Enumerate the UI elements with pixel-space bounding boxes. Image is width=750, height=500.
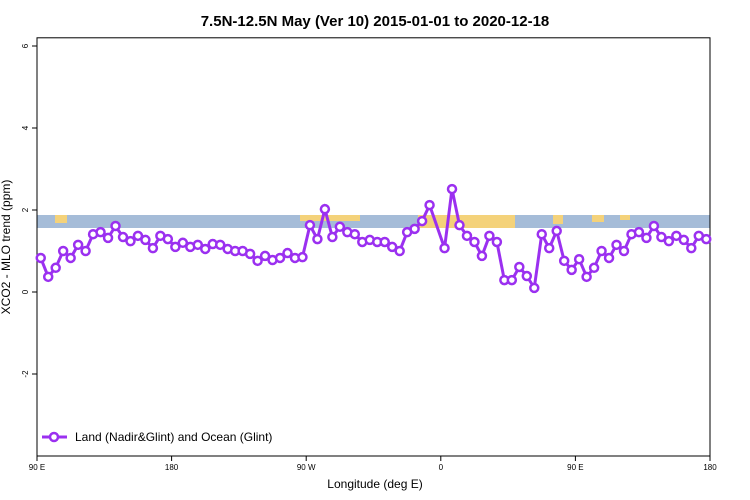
data-point — [424, 199, 435, 211]
data-point — [394, 245, 405, 257]
data-point — [379, 236, 390, 248]
data-point — [476, 250, 488, 262]
land-patch — [553, 215, 563, 224]
data-point — [491, 236, 503, 248]
data-point — [596, 245, 607, 257]
data-point — [327, 231, 338, 243]
data-point — [214, 239, 226, 251]
land-patch — [620, 215, 630, 220]
data-point — [200, 243, 211, 255]
data-point — [80, 245, 91, 257]
land-patch — [418, 215, 515, 228]
land-patch — [55, 215, 67, 223]
data-point — [50, 262, 61, 274]
data-point — [102, 232, 114, 244]
data-point — [678, 234, 690, 246]
data-point — [95, 226, 106, 238]
data-point — [469, 236, 480, 248]
data-point — [117, 231, 129, 243]
data-point — [641, 232, 652, 244]
data-point — [416, 215, 428, 227]
data-point — [588, 262, 600, 274]
data-point — [581, 271, 592, 283]
data-point — [663, 235, 675, 247]
map-band — [37, 215, 710, 228]
data-point — [259, 250, 271, 262]
x-tick-label: 90 E — [567, 463, 583, 472]
x-tick-label: 90 E — [29, 463, 45, 472]
data-point — [446, 183, 458, 195]
x-tick-label: 0 — [439, 463, 444, 472]
data-point — [147, 242, 159, 254]
data-point — [57, 245, 69, 257]
data-point — [35, 252, 46, 264]
data-point — [506, 274, 518, 286]
y-tick-label: 2 — [21, 207, 30, 212]
data-point — [543, 242, 555, 254]
data-point — [170, 241, 181, 253]
data-point — [603, 252, 615, 264]
data-point — [454, 219, 465, 231]
data-point — [132, 230, 144, 242]
data-point — [461, 230, 473, 242]
y-tick-label: 4 — [21, 125, 30, 130]
data-point — [72, 239, 84, 251]
data-point — [633, 226, 645, 238]
data-point — [618, 245, 630, 257]
data-point — [274, 252, 286, 264]
data-point — [140, 234, 151, 246]
legend-label: Land (Nadir&Glint) and Ocean (Glint) — [75, 430, 272, 444]
data-point — [439, 242, 450, 254]
data-point — [110, 220, 121, 232]
data-point — [529, 282, 540, 294]
legend-marker — [48, 431, 60, 443]
y-tick-label: -2 — [21, 370, 30, 378]
data-point — [573, 253, 585, 265]
data-point — [386, 241, 398, 253]
data-point — [65, 252, 76, 264]
ocean-band — [37, 215, 710, 228]
land-patch — [592, 215, 604, 222]
data-point — [558, 255, 570, 267]
data-point — [125, 235, 136, 247]
data-point — [521, 270, 533, 282]
data-point — [686, 242, 697, 254]
data-point — [536, 228, 547, 240]
data-point — [177, 237, 189, 249]
data-point — [484, 230, 495, 242]
data-point — [319, 203, 331, 215]
data-point — [551, 225, 562, 237]
data-point — [297, 251, 308, 263]
data-point — [312, 233, 323, 245]
y-tick-label: 0 — [21, 289, 30, 294]
x-tick-label: 180 — [703, 463, 717, 472]
data-point — [409, 223, 420, 235]
x-axis-label: Longitude (deg E) — [327, 477, 422, 491]
data-point — [671, 230, 682, 242]
plot-frame — [36, 37, 711, 457]
data-point — [701, 233, 712, 245]
data-point — [282, 247, 293, 259]
data-point — [566, 264, 577, 276]
y-tick-label: 6 — [21, 43, 30, 48]
data-point — [334, 221, 346, 233]
data-point — [252, 255, 263, 267]
chart-title: 7.5N-12.5N May (Ver 10) 2015-01-01 to 20… — [201, 13, 550, 30]
data-point — [656, 231, 667, 243]
data-point — [514, 261, 525, 273]
data-point — [244, 248, 256, 260]
data-point — [611, 239, 622, 251]
data-point — [42, 271, 54, 283]
data-point — [162, 233, 174, 245]
x-tick-label: 90 W — [297, 463, 316, 472]
x-tick-label: 180 — [165, 463, 179, 472]
data-point — [192, 239, 204, 251]
data-point — [304, 219, 316, 231]
data-point — [349, 228, 361, 240]
data-point — [648, 220, 660, 232]
land-patch — [300, 215, 360, 221]
y-axis-label: XCO2 - MLO trend (ppm) — [0, 180, 13, 315]
